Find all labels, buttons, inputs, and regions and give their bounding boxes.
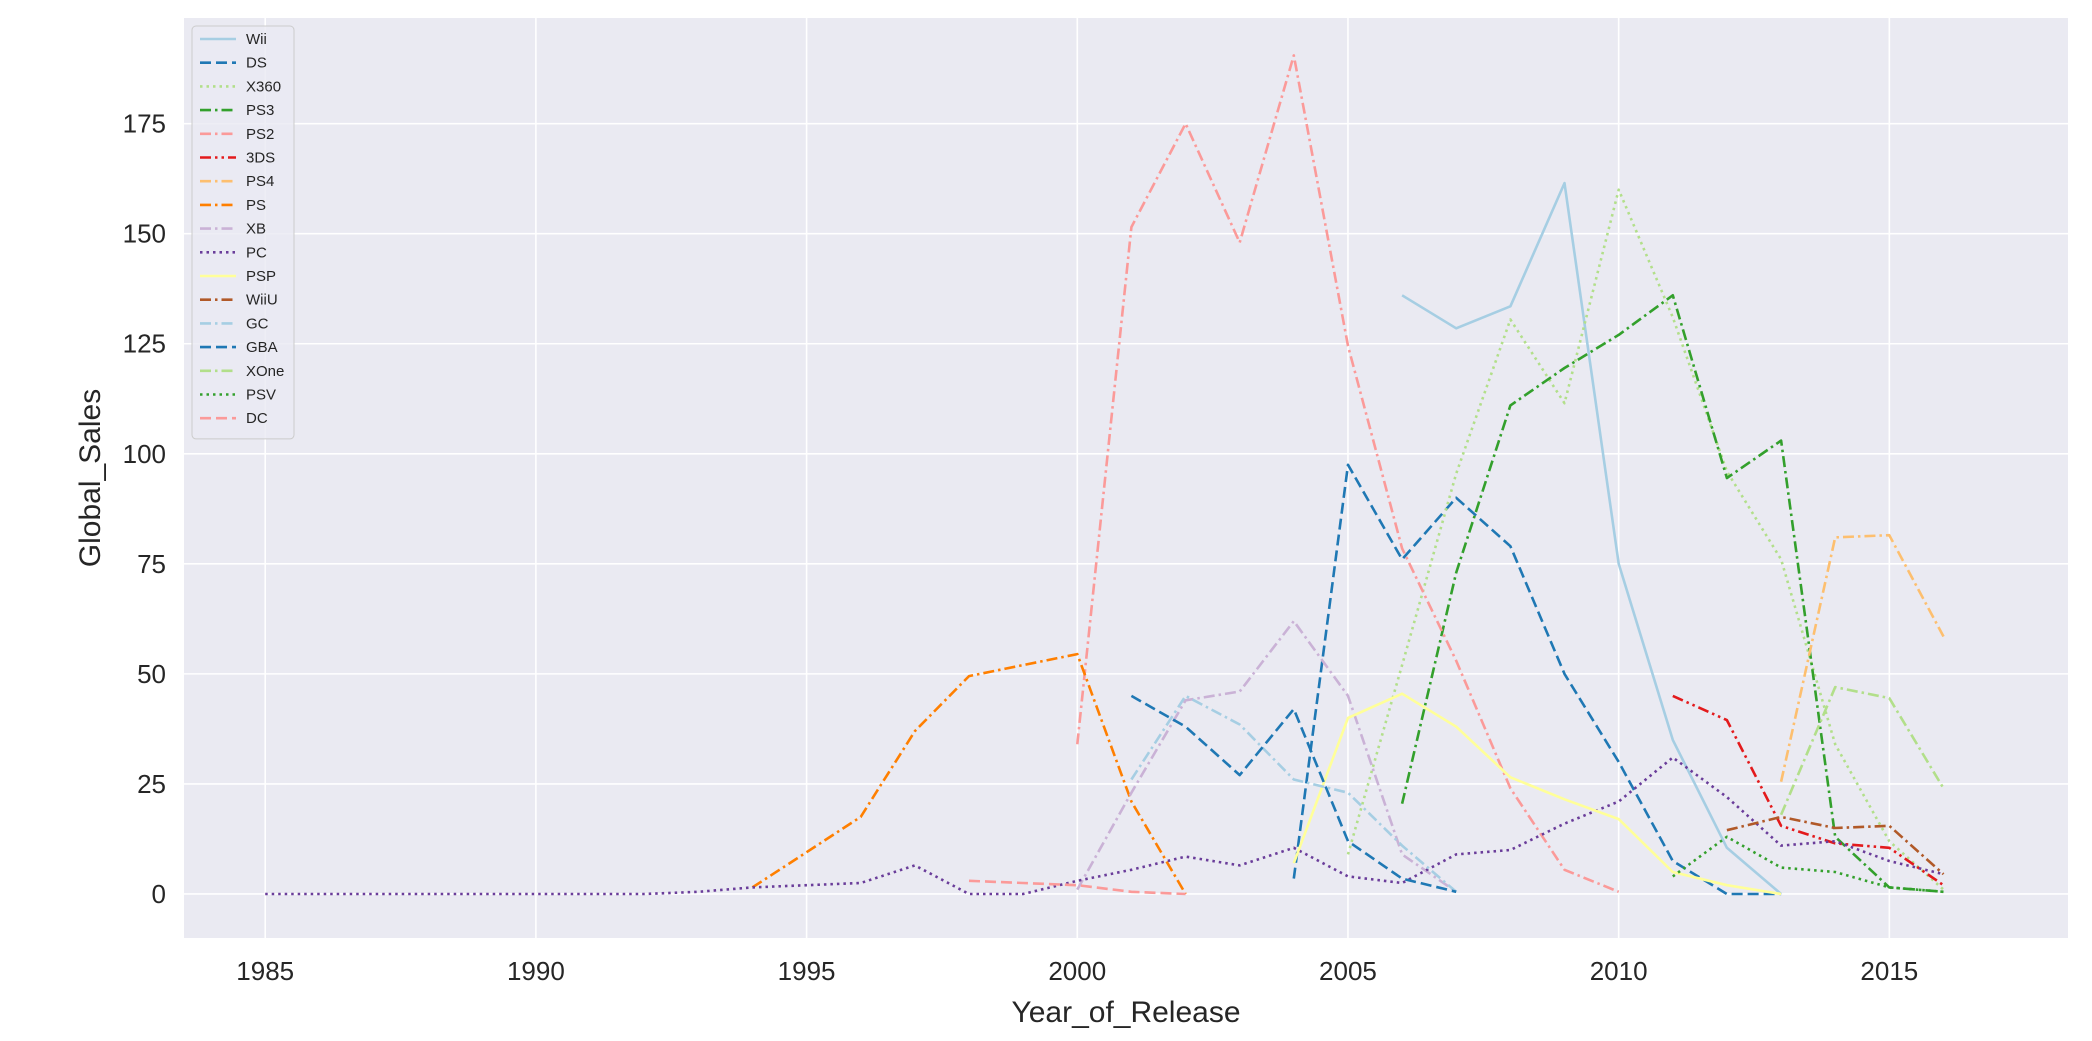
series-line-xone: [1779, 685, 1945, 816]
x-tick-label: 1985: [236, 956, 294, 986]
series-line-psp: [1292, 692, 1782, 896]
x-tick-label: 2000: [1048, 956, 1106, 986]
y-tick-label: 150: [123, 219, 166, 249]
legend-label: 3DS: [246, 150, 275, 167]
legend-label: PS4: [246, 173, 274, 190]
legend-label: PSP: [246, 268, 276, 285]
series-line-wiiu: [1726, 815, 1945, 876]
x-tick-label: 2010: [1590, 956, 1648, 986]
series-line-dc: [968, 879, 1186, 896]
legend-label: XOne: [246, 363, 284, 380]
legend-label: PS2: [246, 126, 274, 143]
series-line-ds: [1292, 463, 1782, 896]
y-axis-label: Global_Sales: [74, 389, 107, 567]
y-tick-labels: 0 25 50 75 100 125 150 175: [123, 109, 166, 909]
legend-label: PSV: [246, 387, 276, 404]
x-tick-labels: 1985 1990 1995 2000 2005 2010 2015: [236, 956, 1918, 986]
series-line-pc: [265, 756, 1944, 896]
series-line-xb: [1076, 619, 1457, 893]
legend-label: X360: [246, 78, 281, 95]
y-tick-label: 75: [137, 549, 166, 579]
legend-label: WiiU: [246, 292, 278, 309]
legend-label: DC: [246, 410, 268, 427]
series-line-wii: [1401, 181, 1782, 895]
legend: Wii DS X360 PS3 PS2 3DS PS4 PS XB PC PSP WiiU GC GBA X…: [191, 25, 295, 440]
x-tick-label: 1995: [778, 956, 836, 986]
series-line-x360: [1346, 188, 1945, 891]
legend-label: PC: [246, 244, 267, 261]
series-line-ps2: [1076, 54, 1620, 894]
legend-label: XB: [246, 221, 266, 238]
legend-label: GBA: [246, 339, 278, 356]
y-tick-label: 175: [123, 109, 166, 139]
x-tick-label: 2005: [1319, 956, 1377, 986]
x-tick-label: 2015: [1860, 956, 1918, 986]
grid-lines: [184, 18, 2068, 938]
legend-label: Wii: [246, 31, 267, 48]
y-tick-label: 25: [137, 769, 166, 799]
legend-label: DS: [246, 55, 267, 72]
legend-label: GC: [246, 315, 269, 332]
y-tick-label: 0: [152, 879, 166, 909]
legend-label: PS3: [246, 102, 274, 119]
series-lines: [265, 54, 1945, 896]
legend-frame: [191, 25, 295, 440]
series-line-psv: [1672, 835, 1944, 894]
y-tick-label: 125: [123, 329, 166, 359]
series-line-gc: [1130, 694, 1458, 893]
y-tick-label: 100: [123, 439, 166, 469]
x-tick-label: 1990: [507, 956, 565, 986]
y-tick-label: 50: [137, 659, 166, 689]
x-axis-label: Year_of_Release: [1011, 996, 1240, 1029]
series-line-ps: [751, 652, 1187, 895]
legend-label: PS: [246, 197, 266, 214]
series-line-3ds: [1672, 694, 1945, 887]
series-line-ps3: [1400, 293, 1944, 894]
